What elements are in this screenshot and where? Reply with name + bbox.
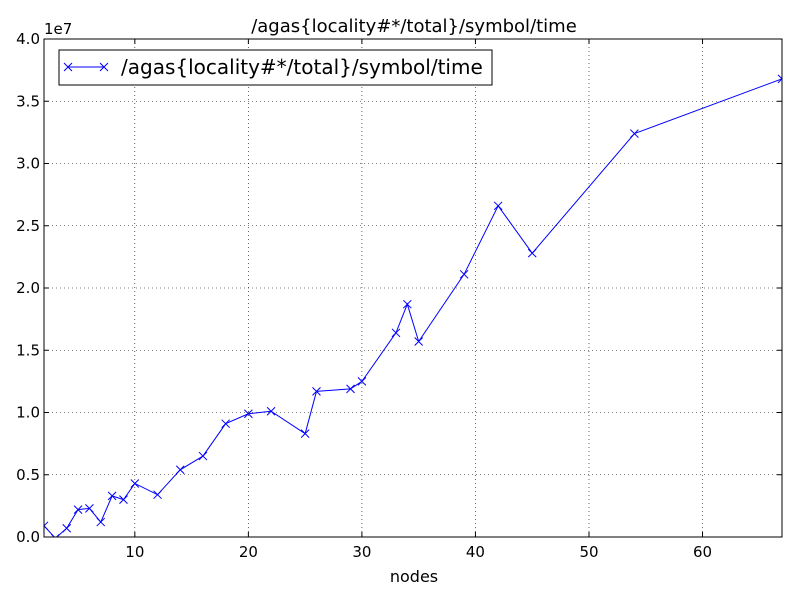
- data-point: [198, 451, 208, 461]
- series-layer: [44, 74, 782, 537]
- data-point: [493, 201, 503, 211]
- data-point: [391, 328, 401, 338]
- data-point: [777, 74, 782, 84]
- plot-frame: [43, 38, 783, 538]
- data-point: [402, 299, 412, 309]
- data-point: [357, 377, 367, 386]
- y-tick-label: 2.5: [16, 217, 40, 235]
- legend-box: [58, 49, 493, 86]
- data-point: [527, 248, 537, 258]
- x-tick-label: 30: [352, 543, 371, 561]
- tick-labels: 10 20 30 40 50 60 0.0 0.5 1.0 1.5 2.0 2.5 3.0 3.5 4.0: [16, 30, 712, 561]
- grid: [44, 39, 782, 537]
- data-point: [153, 490, 162, 500]
- data-point: [312, 386, 321, 396]
- legend-marker-x-icon: [63, 62, 109, 72]
- data-point: [62, 523, 72, 533]
- data-point: [85, 504, 94, 513]
- x-tick-label: 60: [693, 543, 712, 561]
- data-point: [107, 491, 117, 501]
- y-scale-offset-label: 1e7: [44, 20, 72, 38]
- x-tick-label: 50: [579, 543, 598, 561]
- x-tick-label: 20: [239, 543, 258, 561]
- data-point: [459, 269, 469, 279]
- data-point: [244, 409, 253, 419]
- y-tick-label: 0.0: [16, 528, 40, 546]
- x-tick-label: 40: [466, 543, 485, 561]
- data-point: [96, 517, 106, 527]
- y-tick-label: 1.5: [16, 341, 40, 359]
- y-tick-label: 4.0: [16, 30, 40, 48]
- chart-title: /agas{locality#*/total}/symbol/time: [251, 16, 577, 37]
- y-tick-label: 3.0: [16, 155, 40, 173]
- data-point: [44, 521, 49, 531]
- data-point: [175, 465, 185, 475]
- data-point: [119, 495, 128, 505]
- data-point: [130, 479, 140, 488]
- data-point: [73, 505, 83, 514]
- data-point: [414, 337, 424, 346]
- x-axis-label: nodes: [390, 567, 438, 586]
- y-tick-label: 3.5: [16, 92, 40, 110]
- data-point: [221, 419, 231, 429]
- x-tick-label: 10: [125, 543, 144, 561]
- data-point: [51, 533, 60, 537]
- legend: /agas{locality#*/total}/symbol/time: [58, 49, 493, 86]
- legend-label: /agas{locality#*/total}/symbol/time: [121, 55, 483, 79]
- y-tick-label: 2.0: [16, 279, 40, 297]
- data-point: [630, 129, 639, 138]
- data-point: [266, 406, 276, 416]
- data-point: [346, 384, 355, 394]
- y-tick-label: 1.0: [16, 404, 40, 422]
- data-point: [300, 429, 310, 439]
- y-tick-label: 0.5: [16, 466, 40, 484]
